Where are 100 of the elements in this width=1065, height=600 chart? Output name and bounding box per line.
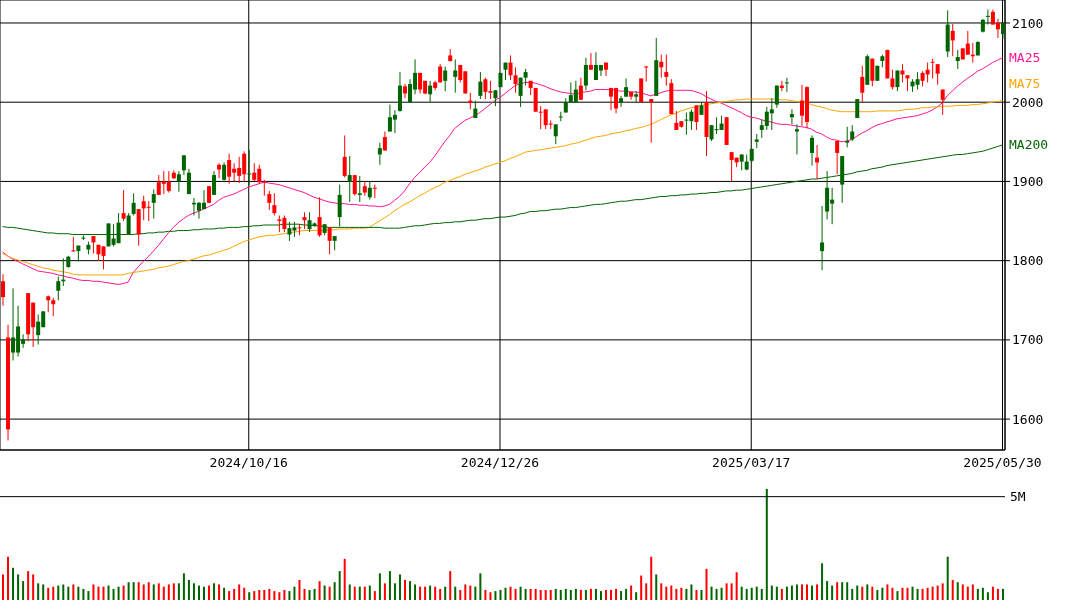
bar bbox=[861, 586, 864, 600]
candlestick bbox=[784, 77, 789, 93]
bar bbox=[323, 585, 326, 600]
candlestick bbox=[835, 140, 840, 175]
bar bbox=[177, 583, 180, 600]
bar bbox=[197, 585, 200, 600]
bar bbox=[705, 568, 708, 600]
candlestick bbox=[624, 77, 629, 98]
candlestick bbox=[478, 71, 483, 100]
bar bbox=[393, 583, 396, 600]
series-label: MA200 bbox=[1009, 136, 1049, 153]
candlestick bbox=[664, 54, 669, 87]
bar bbox=[358, 586, 361, 600]
bar bbox=[223, 587, 226, 600]
x-tick-label: 2025/05/30 bbox=[963, 455, 1042, 471]
bar bbox=[298, 580, 301, 600]
candlestick bbox=[337, 184, 342, 228]
candlestick bbox=[870, 58, 875, 87]
bar bbox=[700, 590, 703, 600]
candlestick bbox=[217, 162, 222, 179]
candlestick bbox=[347, 155, 352, 203]
bar bbox=[102, 586, 105, 600]
bar bbox=[489, 592, 492, 600]
candlestick bbox=[789, 108, 794, 125]
candlestick bbox=[940, 89, 945, 116]
bar bbox=[881, 587, 884, 600]
bar bbox=[318, 581, 321, 600]
bar bbox=[821, 563, 824, 600]
ref-line-label: 5M bbox=[1010, 489, 1026, 505]
bar bbox=[157, 583, 160, 600]
candlestick bbox=[131, 192, 136, 216]
bar bbox=[77, 586, 80, 600]
bar bbox=[288, 591, 291, 600]
bar bbox=[640, 575, 643, 600]
bar bbox=[218, 584, 221, 600]
bar bbox=[363, 586, 366, 600]
bar bbox=[710, 586, 713, 600]
bar bbox=[187, 580, 190, 600]
bar bbox=[87, 591, 90, 600]
bar bbox=[383, 583, 386, 600]
candlestick bbox=[212, 170, 217, 196]
candlestick bbox=[860, 65, 865, 103]
bar bbox=[780, 588, 783, 600]
bar bbox=[554, 588, 557, 600]
bar bbox=[916, 588, 919, 600]
x-tick-label: 2024/12/26 bbox=[460, 455, 540, 471]
candlestick bbox=[146, 200, 151, 222]
candlestick bbox=[578, 77, 583, 101]
candlestick bbox=[619, 95, 624, 108]
candlestick bbox=[297, 223, 302, 236]
candlestick bbox=[845, 126, 850, 148]
candlestick bbox=[598, 64, 603, 77]
candlestick bbox=[36, 314, 41, 346]
y-tick-label: 1700 bbox=[1012, 332, 1044, 348]
bar bbox=[97, 586, 100, 600]
candlestick bbox=[950, 23, 955, 57]
bar bbox=[1001, 588, 1004, 600]
bar bbox=[499, 590, 502, 600]
bar bbox=[208, 585, 211, 600]
bar bbox=[122, 585, 125, 600]
bar bbox=[876, 590, 879, 600]
bar bbox=[559, 590, 562, 600]
bar bbox=[745, 588, 748, 600]
bar bbox=[273, 591, 276, 600]
bar bbox=[961, 584, 964, 600]
bar bbox=[303, 588, 306, 600]
series-label: MA25 bbox=[1009, 49, 1041, 66]
bar bbox=[826, 581, 829, 600]
bar bbox=[509, 586, 512, 600]
bar bbox=[921, 588, 924, 600]
bar bbox=[981, 587, 984, 600]
bar bbox=[906, 587, 909, 600]
bar bbox=[258, 590, 261, 600]
bar bbox=[886, 584, 889, 600]
candlestick bbox=[810, 134, 815, 167]
bar bbox=[429, 585, 432, 600]
candlestick bbox=[222, 161, 227, 182]
candlestick bbox=[508, 54, 513, 81]
candlestick bbox=[1, 273, 5, 307]
candlestick bbox=[372, 184, 377, 199]
bar bbox=[956, 582, 959, 600]
candlestick bbox=[121, 189, 126, 222]
bar bbox=[52, 586, 55, 600]
bar bbox=[911, 586, 914, 600]
candlestick bbox=[71, 236, 76, 253]
bar bbox=[836, 582, 839, 600]
bar bbox=[655, 574, 658, 600]
bar bbox=[162, 586, 165, 600]
bar bbox=[841, 582, 844, 600]
bar bbox=[785, 586, 788, 600]
candlestick bbox=[403, 83, 407, 99]
candlestick bbox=[553, 123, 558, 145]
bar bbox=[37, 583, 40, 600]
candlestick bbox=[604, 62, 608, 77]
bar bbox=[469, 585, 472, 600]
candlestick bbox=[227, 153, 232, 185]
bar bbox=[846, 582, 849, 600]
bar bbox=[313, 588, 316, 600]
candlestick bbox=[382, 131, 387, 152]
bar bbox=[333, 582, 336, 600]
